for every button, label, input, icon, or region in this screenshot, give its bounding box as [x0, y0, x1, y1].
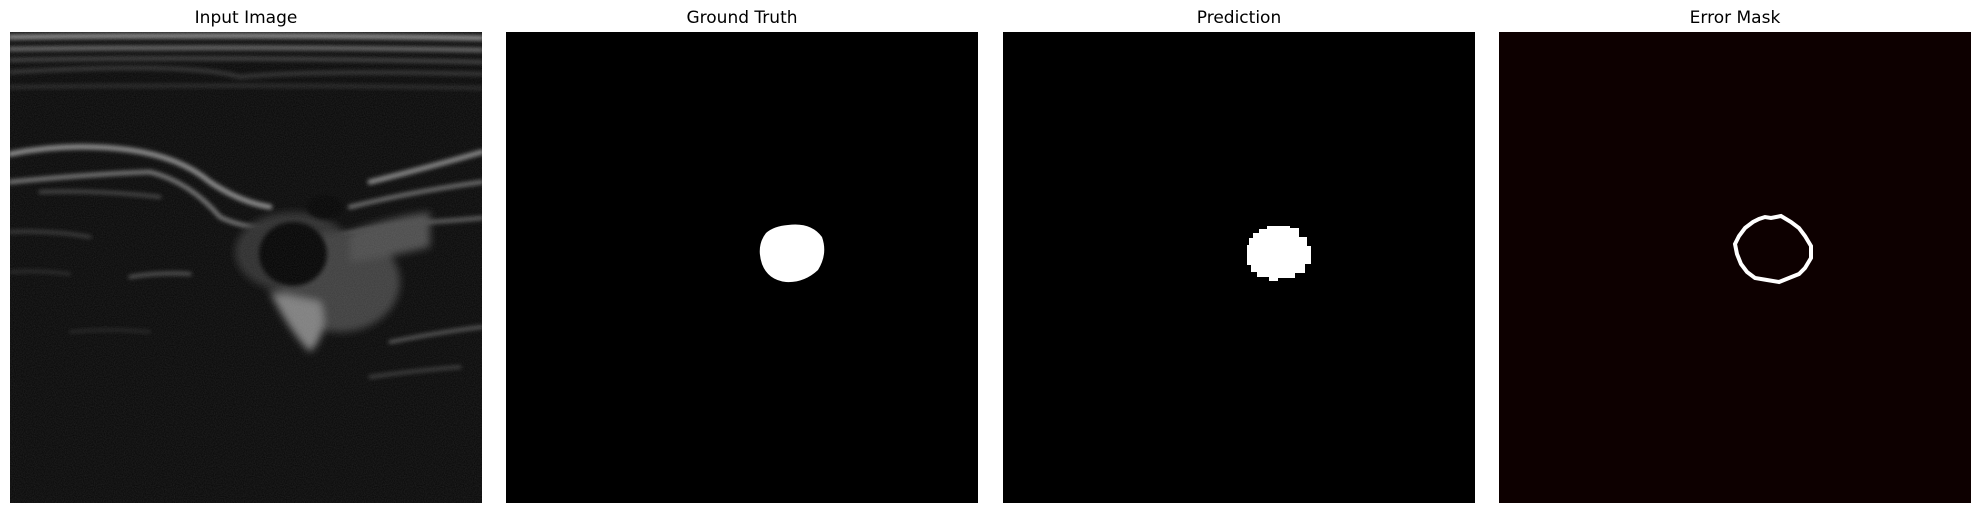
panel-error-mask: Error Mask	[1499, 0, 1971, 512]
panel-title: Input Image	[194, 8, 298, 28]
error-ring	[1732, 213, 1813, 285]
panel-input-image: Input Image	[10, 0, 482, 512]
prediction-blob	[1247, 226, 1311, 281]
panel-title: Prediction	[1196, 8, 1282, 28]
ground-truth-mask	[506, 32, 978, 503]
panel-prediction: Prediction	[1003, 0, 1475, 512]
panel-ground-truth: Ground Truth	[506, 0, 978, 512]
panel-title: Ground Truth	[686, 8, 798, 28]
error-mask	[1499, 32, 1971, 503]
input-image	[10, 32, 482, 503]
ground-truth-blob	[759, 224, 825, 283]
panel-title: Error Mask	[1689, 8, 1781, 28]
prediction-mask	[1003, 32, 1475, 503]
